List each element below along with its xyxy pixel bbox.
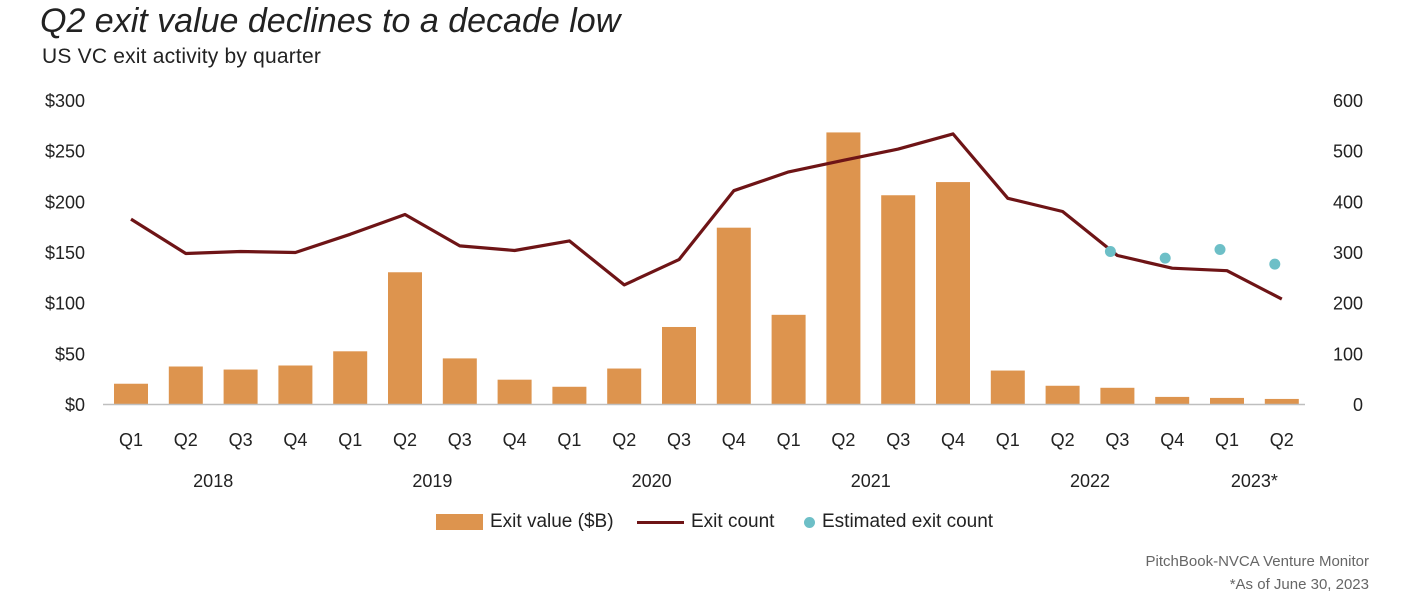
x-axis-year-label: 2023* <box>1231 471 1278 491</box>
x-axis-quarter-label: Q1 <box>338 430 362 450</box>
exit-value-bars <box>114 132 1299 404</box>
exit-value-bar <box>826 132 861 404</box>
left-axis-tick-label: $200 <box>45 192 85 212</box>
legend-item-exit-count: Exit count <box>637 508 774 536</box>
right-axis-tick-label: 200 <box>1333 294 1363 314</box>
exit-value-bar <box>716 227 751 404</box>
legend-swatch-bar <box>436 514 483 530</box>
legend-swatch-dot <box>804 516 815 528</box>
x-axis-quarter-label: Q1 <box>119 430 143 450</box>
exit-value-bar <box>990 370 1025 404</box>
exit-value-bar <box>278 365 313 404</box>
x-axis-quarter-label: Q4 <box>722 430 746 450</box>
estimated-exit-count-point <box>1104 245 1116 257</box>
footnote: *As of June 30, 2023 <box>1229 576 1369 593</box>
right-axis-tick-label: 500 <box>1333 142 1363 162</box>
exit-value-bar <box>333 351 368 404</box>
exit-value-bar <box>1264 398 1299 404</box>
exit-value-bar <box>497 379 532 404</box>
x-axis-year-label: 2018 <box>193 471 233 491</box>
x-axis-quarter-label: Q3 <box>667 430 691 450</box>
x-axis-quarter-label: Q1 <box>557 430 581 450</box>
left-axis-ticks: $0 $50 $100 $150 $200 $250 $300 <box>45 91 85 415</box>
x-axis-quarter-labels: Q1 Q2 Q3 Q4 Q1 Q2 Q3 Q4 Q1 Q2 Q3 Q4 Q1 Q2 Q3 Q4 Q1 Q2 Q3 Q4… <box>119 430 1294 450</box>
x-axis-quarter-label: Q1 <box>996 430 1020 450</box>
exit-value-bar <box>1155 396 1190 404</box>
estimated-exit-count-point <box>1269 258 1281 270</box>
exit-value-bar <box>1100 387 1135 404</box>
exit-value-bar <box>552 386 587 404</box>
source-note: PitchBook-NVCA Venture Monitor <box>1145 553 1369 570</box>
x-axis-quarter-label: Q2 <box>1270 430 1294 450</box>
exit-value-bar <box>168 366 203 404</box>
x-axis-quarter-label: Q2 <box>612 430 636 450</box>
exit-count-line <box>130 132 1283 301</box>
estimated-exit-count-dots <box>1104 243 1281 270</box>
combo-chart: $0 $50 $100 $150 $200 $250 $300 0 100 200 300 400 5… <box>45 91 1363 491</box>
x-axis-quarter-label: Q2 <box>393 430 417 450</box>
exit-value-bar <box>881 195 916 404</box>
left-axis-tick-label: $250 <box>45 142 85 162</box>
exit-value-bar <box>771 314 806 404</box>
exit-value-bar <box>662 326 696 404</box>
legend-swatch-line <box>637 520 684 524</box>
x-axis-year-label: 2021 <box>851 471 891 491</box>
x-axis-quarter-label: Q4 <box>941 430 965 450</box>
x-axis-quarter-label: Q2 <box>1051 430 1075 450</box>
legend-label-exit-count: Exit count <box>691 511 775 532</box>
left-axis-tick-label: $50 <box>55 344 85 364</box>
x-axis-quarter-label: Q1 <box>1215 430 1239 450</box>
exit-value-bar <box>1210 397 1244 404</box>
chart-title: Q2 exit value declines to a decade low <box>40 2 621 40</box>
chart-legend: Exit value ($B) Exit count Estimated exi… <box>0 508 1420 536</box>
legend-label-estimated: Estimated exit count <box>822 511 994 532</box>
x-axis-quarter-label: Q3 <box>448 430 472 450</box>
estimated-exit-count-point <box>1159 252 1171 264</box>
x-axis-year-label: 2022 <box>1070 471 1110 491</box>
x-axis-quarter-label: Q4 <box>503 430 527 450</box>
x-axis-quarter-label: Q2 <box>831 430 855 450</box>
x-axis-quarter-label: Q3 <box>1105 430 1129 450</box>
exit-value-bar <box>223 369 258 404</box>
x-axis-quarter-label: Q1 <box>777 430 801 450</box>
x-axis-year-label: 2019 <box>412 471 452 491</box>
x-axis-quarter-label: Q3 <box>229 430 253 450</box>
right-axis-tick-label: 400 <box>1333 192 1363 212</box>
left-axis-tick-label: $100 <box>45 294 85 314</box>
exit-count-line-group <box>130 132 1283 301</box>
right-axis-ticks: 0 100 200 300 400 500 600 <box>1333 91 1363 415</box>
x-axis-quarter-label: Q4 <box>283 430 307 450</box>
exit-value-bar <box>442 358 477 404</box>
x-axis-year-labels: 2018 2019 2020 2021 2022 2023* <box>193 471 1278 491</box>
left-axis-tick-label: $0 <box>65 395 85 415</box>
legend-item-estimated: Estimated exit count <box>804 508 993 536</box>
x-axis-year-label: 2020 <box>632 471 672 491</box>
legend-item-exit-value: Exit value ($B) <box>436 508 614 536</box>
exit-value-bar <box>607 368 642 404</box>
right-axis-tick-label: 0 <box>1353 395 1363 415</box>
x-axis-quarter-label: Q2 <box>174 430 198 450</box>
legend-label-exit-value: Exit value ($B) <box>490 511 614 532</box>
exit-value-bar <box>936 182 970 404</box>
x-axis-quarter-label: Q4 <box>1160 430 1184 450</box>
estimated-exit-count-point <box>1214 243 1226 255</box>
exit-value-bar <box>388 272 422 404</box>
left-axis-tick-label: $150 <box>45 243 85 263</box>
chart-subtitle: US VC exit activity by quarter <box>42 45 322 68</box>
x-axis-quarter-label: Q3 <box>886 430 910 450</box>
exit-value-bar <box>1045 385 1080 404</box>
right-axis-tick-label: 300 <box>1333 243 1363 263</box>
exit-value-bar <box>114 383 148 404</box>
right-axis-tick-label: 100 <box>1333 344 1363 364</box>
left-axis-tick-label: $300 <box>45 91 85 111</box>
right-axis-tick-label: 600 <box>1333 91 1363 111</box>
